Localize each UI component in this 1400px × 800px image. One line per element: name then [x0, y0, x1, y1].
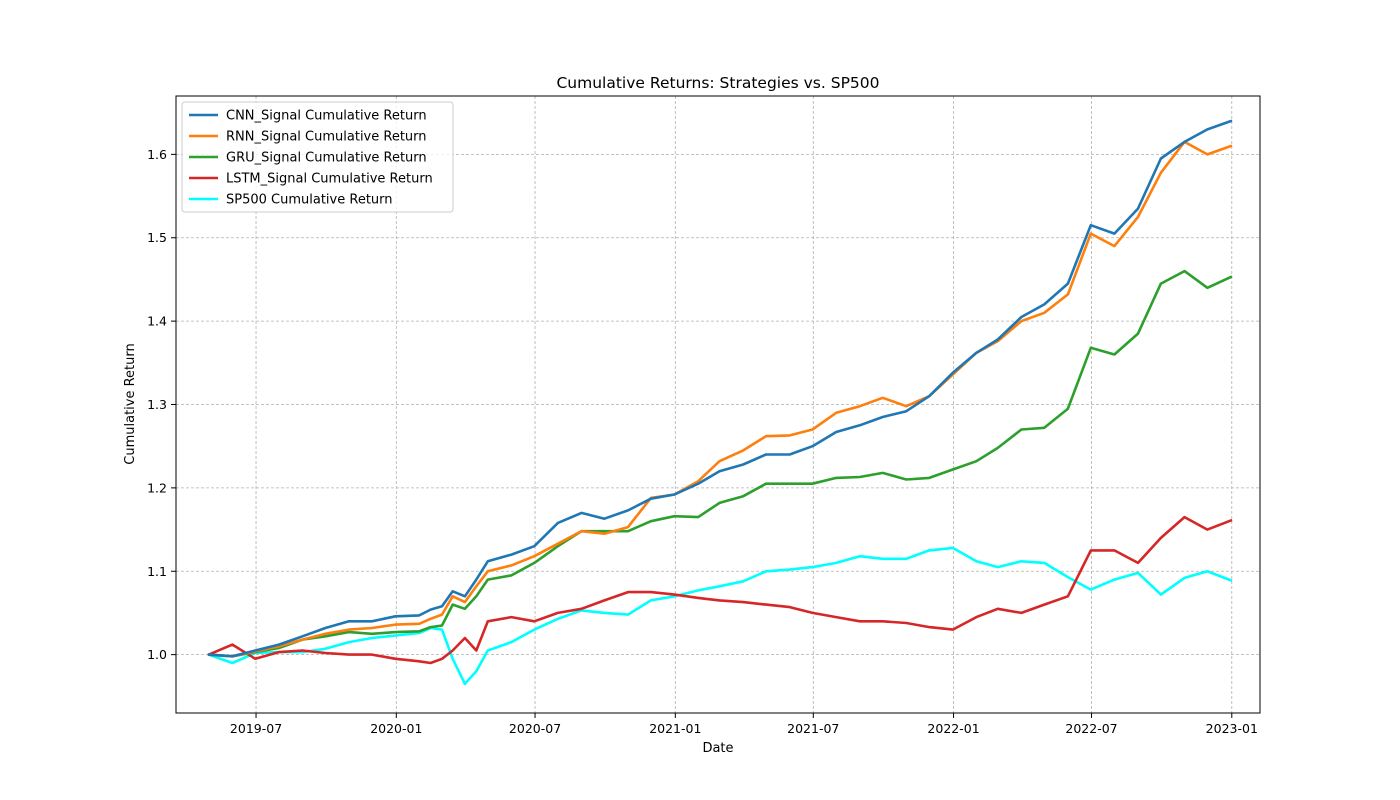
y-axis-ticks: 1.0 1.1 1.2 1.3 1.4 1.5 1.6 [147, 147, 176, 662]
legend-label: CNN_Signal Cumulative Return [226, 109, 427, 124]
x-tick-label: 2023-01 [1206, 721, 1258, 736]
y-tick-label: 1.6 [147, 147, 167, 162]
series-lines [207, 119, 1233, 686]
x-tick-label: 2021-01 [649, 721, 701, 736]
y-tick-label: 1.3 [147, 397, 167, 412]
legend: CNN_Signal Cumulative Return RNN_Signal C… [181, 101, 454, 213]
y-tick-label: 1.4 [147, 314, 167, 329]
legend-label: SP500 Cumulative Return [226, 193, 393, 208]
series-line-cnn-signal [207, 119, 1233, 658]
x-tick-label: 2022-01 [927, 721, 979, 736]
y-tick-label: 1.2 [147, 480, 167, 495]
y-tick-label: 1.0 [147, 647, 167, 662]
legend-label: GRU_Signal Cumulative Return [226, 151, 427, 166]
x-tick-label: 2022-07 [1065, 721, 1117, 736]
x-tick-label: 2019-07 [230, 721, 282, 736]
legend-label: RNN_Signal Cumulative Return [226, 130, 427, 145]
series-line-lstm-signal [207, 515, 1233, 665]
y-axis-label: Cumulative Return [123, 343, 138, 464]
x-axis-ticks: 2019-07 2020-01 2020-07 2021-01 2021-07 2022-… [230, 713, 1258, 736]
series-line-gru-signal [207, 269, 1233, 658]
y-tick-label: 1.5 [147, 230, 167, 245]
legend-label: LSTM_Signal Cumulative Return [226, 172, 433, 187]
chart-title: Cumulative Returns: Strategies vs. SP500 [556, 74, 879, 92]
x-tick-label: 2020-01 [370, 721, 422, 736]
x-tick-label: 2020-07 [509, 721, 561, 736]
legend-frame [181, 101, 454, 213]
y-tick-label: 1.1 [147, 564, 167, 579]
x-axis-label: Date [702, 741, 733, 756]
series-line-sp500 [207, 546, 1233, 686]
x-tick-label: 2021-07 [787, 721, 839, 736]
